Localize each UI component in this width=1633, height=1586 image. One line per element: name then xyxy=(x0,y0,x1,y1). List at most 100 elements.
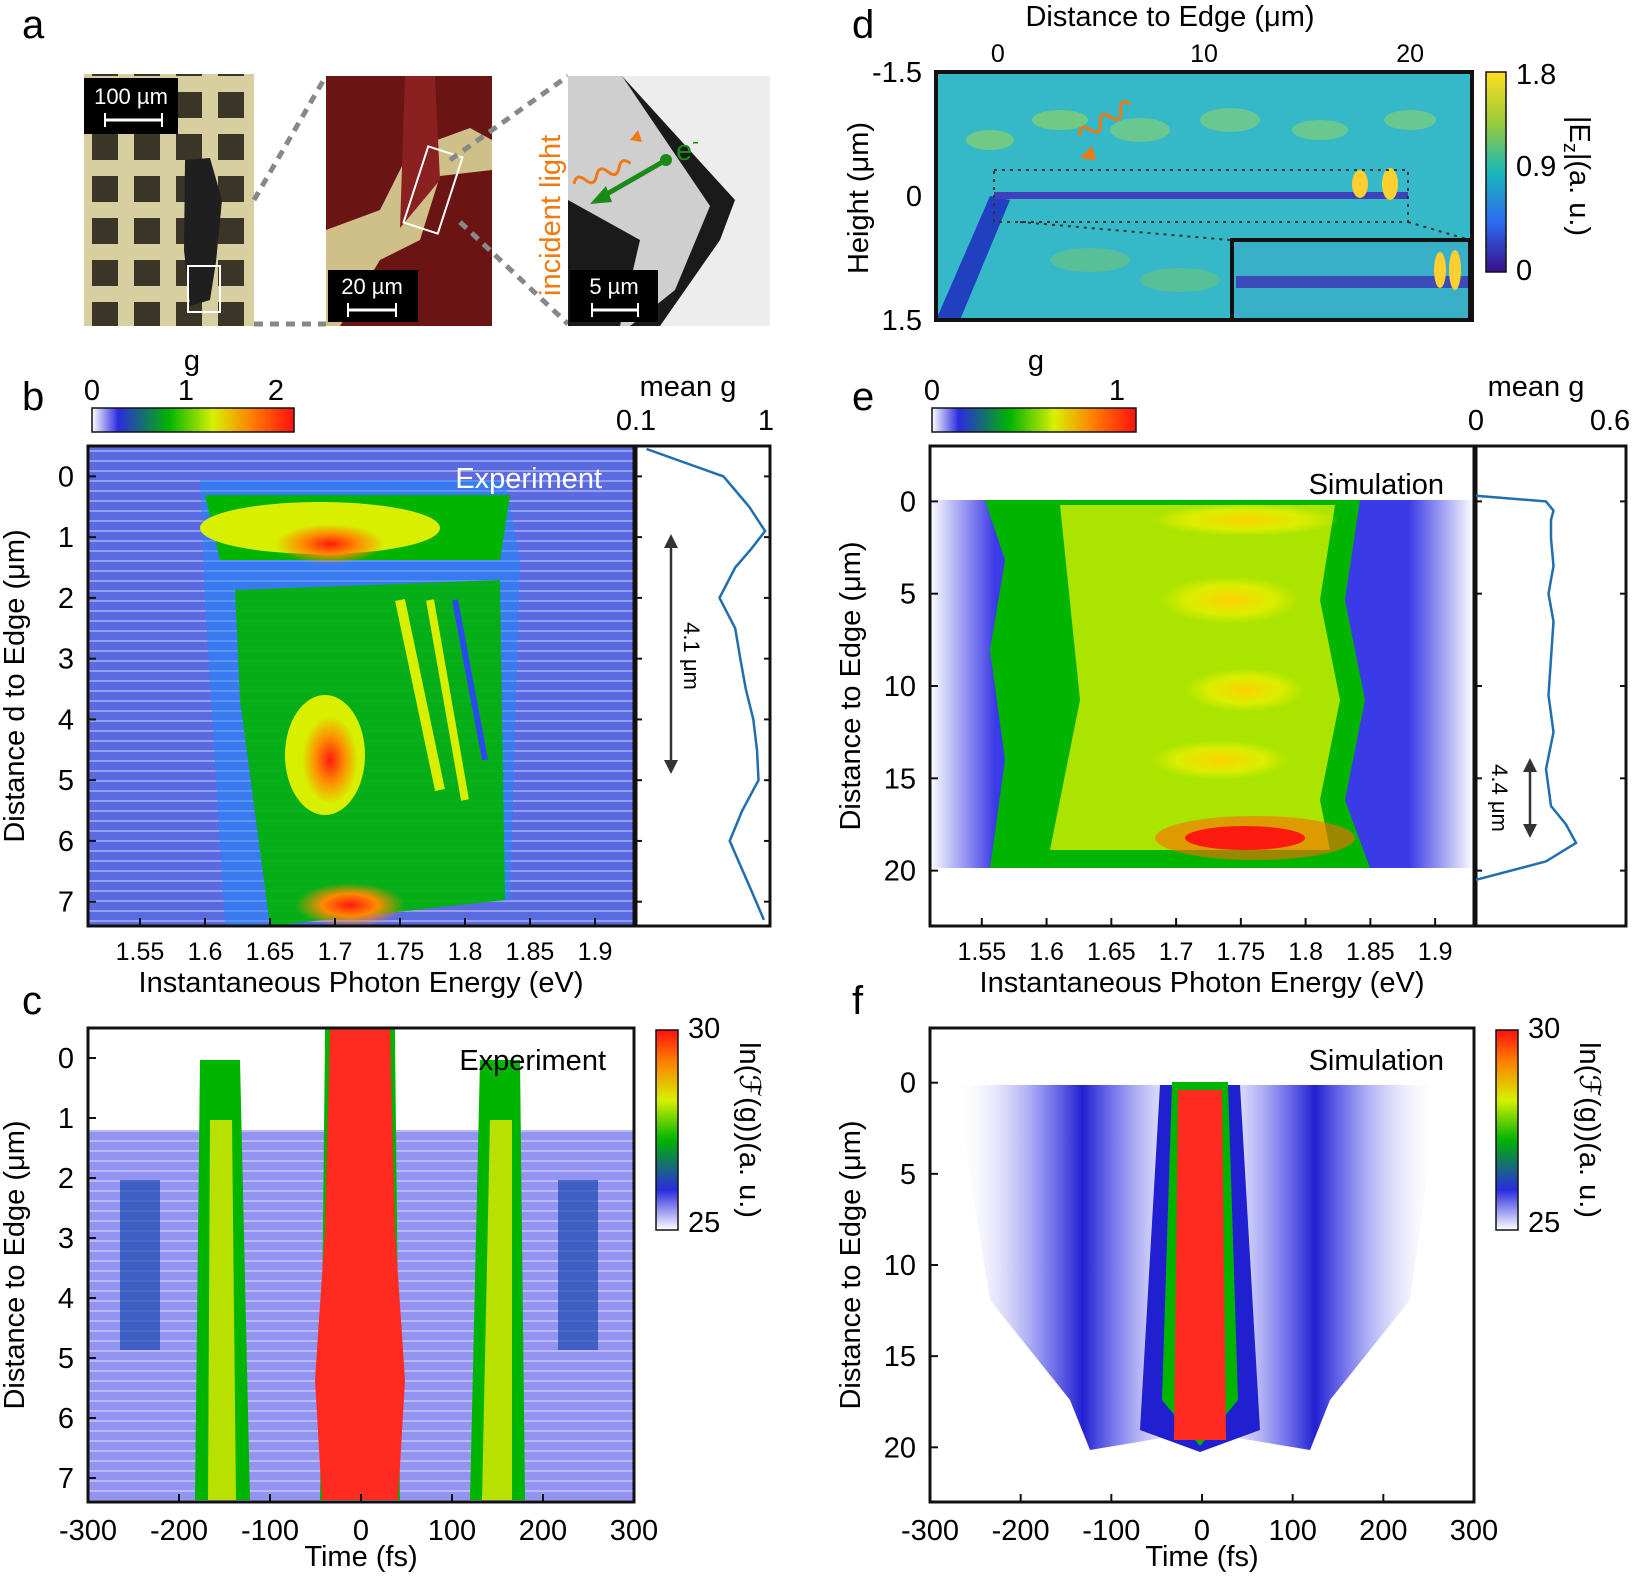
e-side-tick-0: 0 xyxy=(1468,405,1484,437)
c-xtick-label-1: -200 xyxy=(150,1515,208,1547)
f-ytick-label-4: 20 xyxy=(884,1432,916,1464)
panel-letter-a: a xyxy=(22,3,45,47)
d-xlabel: Distance to Edge (μm) xyxy=(1025,1,1314,33)
panel-f: Simulation -300 -200 -100 0 100 200 300 0 5 10 15… xyxy=(835,1013,1605,1573)
f-xtick-label-3: 0 xyxy=(1194,1515,1210,1547)
panel-c: Experiment -300 -200 -100 0 100 200 300 0 1 2 3 4 5… xyxy=(0,1013,765,1573)
b-ytick-label-0: 0 xyxy=(58,461,74,493)
c-xtick-label-5: 200 xyxy=(519,1515,567,1547)
panel-letter-b: b xyxy=(22,375,44,419)
f-colorbar-label: ln(ℱ(g))(a. u.) xyxy=(1573,1042,1605,1218)
f-xtick-label-6: 300 xyxy=(1450,1515,1498,1547)
f-annotation: Simulation xyxy=(1309,1045,1444,1077)
c-xtick-label-0: -300 xyxy=(59,1515,117,1547)
f-xtick-label-0: -300 xyxy=(901,1515,959,1547)
panel-letter-c: c xyxy=(22,979,42,1023)
f-colorbar xyxy=(1495,1029,1519,1231)
d-colorbar-tick-max: 1.8 xyxy=(1516,59,1556,91)
panel-e: g 0 1 Simulation 1.55 1.6 1.65 1.7 1.75 1.8 1.… xyxy=(835,345,1630,999)
b-side-title: mean g xyxy=(640,371,737,403)
b-colorbar-tick-2: 2 xyxy=(268,375,284,407)
b-heatmap: Experiment xyxy=(86,444,636,928)
b-xtick-label-4: 1.75 xyxy=(376,938,425,966)
e-xtick-label-3: 1.7 xyxy=(1159,938,1194,966)
f-ytick-label-3: 15 xyxy=(884,1341,916,1373)
scale-bar-label-5um: 5 µm xyxy=(589,274,638,299)
c-colorbar-label: ln(ℱ(g))(a. u.) xyxy=(733,1042,765,1218)
c-xtick-label-4: 100 xyxy=(428,1515,476,1547)
c-xtick-label-6: 300 xyxy=(610,1515,658,1547)
c-xtick-label-2: -100 xyxy=(241,1515,299,1547)
panel-d: Distance to Edge (μm) 0 10 20 Height (μm) … xyxy=(843,1,1595,337)
b-side-tick-1: 1 xyxy=(758,405,774,437)
d-ytick-label-0: -1.5 xyxy=(872,57,922,89)
b-ytick-label-2: 2 xyxy=(58,583,74,615)
e-xtick-label-5: 1.8 xyxy=(1288,938,1323,966)
c-ytick-label-7: 7 xyxy=(58,1463,74,1495)
panel-a: 100 µm 20 µm 5 µm xyxy=(84,73,770,327)
c-colorbar-tick-max: 30 xyxy=(688,1013,720,1045)
panel-letter-f: f xyxy=(852,979,864,1023)
b-ytick-label-6: 6 xyxy=(58,826,74,858)
d-colorbar-tick-min: 0 xyxy=(1516,255,1532,287)
e-side-title: mean g xyxy=(1488,371,1585,403)
d-xtick-label-2: 20 xyxy=(1396,40,1424,68)
micrograph-tem: 5 µm xyxy=(568,76,770,326)
d-colorbar-label: |Ez|(a. u.) xyxy=(1559,116,1595,236)
e-ytick-label-2: 10 xyxy=(884,671,916,703)
e-xtick-label-7: 1.9 xyxy=(1418,938,1453,966)
c-ytick-label-2: 2 xyxy=(58,1163,74,1195)
b-ytick-label-7: 7 xyxy=(58,887,74,919)
incident-light-label: incident light xyxy=(535,135,567,296)
c-ytick-label-0: 0 xyxy=(58,1043,74,1075)
c-ytick-label-5: 5 xyxy=(58,1343,74,1375)
b-xtick-label-7: 1.9 xyxy=(578,938,613,966)
b-colorbar-tick-1: 1 xyxy=(178,375,194,407)
f-xtick-label-1: -200 xyxy=(992,1515,1050,1547)
panel-letter-d: d xyxy=(852,3,874,47)
e-span-label: 4.4 μm xyxy=(1487,764,1512,832)
b-xtick-label-0: 1.55 xyxy=(116,938,165,966)
e-annotation: Simulation xyxy=(1309,469,1444,501)
e-side-tick-1: 0.6 xyxy=(1590,405,1630,437)
f-ytick-label-1: 5 xyxy=(900,1159,916,1191)
d-ylabel: Height (μm) xyxy=(843,122,875,274)
e-colorbar-title: g xyxy=(1028,345,1044,377)
c-heatmap: Experiment xyxy=(86,1026,636,1504)
b-xlabel: Instantaneous Photon Energy (eV) xyxy=(139,967,584,999)
incident-light-arrow xyxy=(630,130,642,142)
d-colorbar xyxy=(1485,71,1507,273)
c-xlabel: Time (fs) xyxy=(304,1541,417,1573)
e-heatmap: Simulation xyxy=(928,444,1476,928)
b-xtick-label-6: 1.85 xyxy=(506,938,555,966)
b-ytick-label-1: 1 xyxy=(58,522,74,554)
b-colorbar-title: g xyxy=(184,345,200,377)
e-colorbar-tick-0: 0 xyxy=(924,375,940,407)
f-xlabel: Time (fs) xyxy=(1145,1541,1258,1573)
b-xtick-label-1: 1.6 xyxy=(188,938,223,966)
b-ytick-label-5: 5 xyxy=(58,765,74,797)
micrograph-flake: 20 µm xyxy=(326,76,492,326)
incident-light-wave xyxy=(572,159,632,185)
electron-label: e- xyxy=(676,131,699,167)
c-ytick-label-1: 1 xyxy=(58,1103,74,1135)
d-colorbar-tick-mid: 0.9 xyxy=(1516,151,1556,183)
e-xlabel: Instantaneous Photon Energy (eV) xyxy=(980,967,1425,999)
b-ylabel: Distance d to Edge (μm) xyxy=(0,529,31,842)
c-ytick-label-3: 3 xyxy=(58,1223,74,1255)
panel-letter-e: e xyxy=(852,375,874,419)
c-ylabel: Distance to Edge (μm) xyxy=(0,1120,31,1409)
f-xtick-label-4: 100 xyxy=(1268,1515,1316,1547)
b-xtick-label-5: 1.8 xyxy=(448,938,483,966)
b-mean-g-profile xyxy=(646,447,767,921)
f-colorbar-tick-max: 30 xyxy=(1528,1013,1560,1045)
f-ytick-label-2: 10 xyxy=(884,1250,916,1282)
c-xtick-label-3: 0 xyxy=(353,1515,369,1547)
b-xtick-label-2: 1.65 xyxy=(246,938,295,966)
e-xtick-label-6: 1.85 xyxy=(1346,938,1395,966)
b-span-label: 4.1 μm xyxy=(679,622,704,690)
f-xtick-label-2: -100 xyxy=(1082,1515,1140,1547)
e-colorbar xyxy=(931,407,1137,433)
b-colorbar xyxy=(91,407,295,433)
e-ytick-label-0: 0 xyxy=(900,486,916,518)
